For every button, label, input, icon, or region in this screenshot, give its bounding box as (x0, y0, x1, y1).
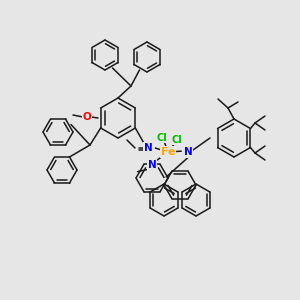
Text: O: O (82, 112, 91, 122)
Text: Cl: Cl (172, 135, 182, 145)
Text: N: N (148, 160, 156, 170)
Text: Cl: Cl (157, 133, 167, 143)
Text: N: N (184, 147, 192, 157)
Text: Fe: Fe (161, 147, 175, 157)
Text: N: N (144, 143, 152, 153)
